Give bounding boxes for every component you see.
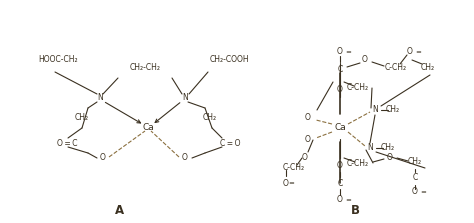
- Text: O = C: O = C: [57, 138, 78, 147]
- Text: N: N: [97, 93, 103, 103]
- Text: C: C: [337, 66, 343, 74]
- Text: N: N: [372, 105, 378, 114]
- Text: O: O: [337, 47, 343, 56]
- Text: O: O: [305, 114, 311, 122]
- Text: O: O: [305, 136, 311, 145]
- Text: Ca: Ca: [142, 124, 154, 132]
- Text: O: O: [182, 153, 188, 163]
- Text: =: =: [415, 49, 421, 55]
- Text: O: O: [283, 178, 289, 188]
- Text: CH₂: CH₂: [386, 105, 400, 114]
- Text: =: =: [345, 49, 351, 55]
- Text: CH₂-COOH: CH₂-COOH: [210, 56, 250, 64]
- Text: Ca: Ca: [334, 124, 346, 132]
- Text: C-CH₂: C-CH₂: [347, 83, 369, 93]
- Text: CH₂: CH₂: [75, 114, 89, 122]
- Text: C-CH₂: C-CH₂: [347, 159, 369, 167]
- Text: C-CH₂: C-CH₂: [283, 163, 305, 173]
- Text: O: O: [387, 153, 393, 163]
- Text: O: O: [302, 153, 308, 163]
- Text: C-CH₂: C-CH₂: [385, 64, 407, 72]
- Text: C = O: C = O: [220, 138, 240, 147]
- Text: HOOC-CH₂: HOOC-CH₂: [38, 56, 78, 64]
- Text: CH₂-CH₂: CH₂-CH₂: [129, 64, 161, 72]
- Text: CH₂: CH₂: [408, 157, 422, 167]
- Text: O: O: [337, 85, 343, 95]
- Text: =: =: [420, 189, 426, 195]
- Text: CH₂: CH₂: [381, 143, 395, 153]
- Text: O: O: [362, 56, 368, 64]
- Text: =: =: [345, 197, 351, 203]
- Text: =: =: [288, 180, 294, 186]
- Text: N: N: [182, 93, 188, 103]
- Text: O: O: [412, 188, 418, 196]
- Text: B: B: [350, 204, 359, 217]
- Text: C: C: [337, 178, 343, 188]
- Text: CH₂: CH₂: [203, 114, 217, 122]
- Text: N: N: [367, 143, 373, 153]
- Text: A: A: [116, 204, 125, 217]
- Text: O: O: [407, 47, 413, 56]
- Text: O: O: [337, 196, 343, 204]
- Text: O: O: [100, 153, 106, 163]
- Text: O: O: [337, 161, 343, 169]
- Text: CH₂: CH₂: [421, 64, 435, 72]
- Text: C: C: [412, 173, 418, 182]
